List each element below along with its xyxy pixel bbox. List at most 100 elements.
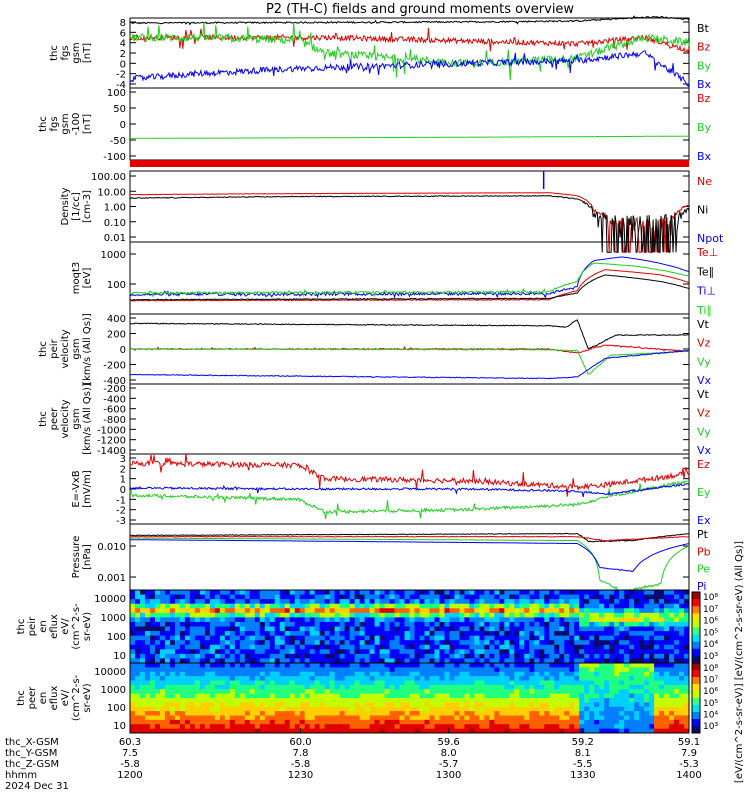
spec-cell (664, 631, 670, 637)
spec-cell (539, 671, 545, 677)
spec-cell (614, 649, 620, 655)
spec-cell (189, 590, 196, 596)
spec-cell (254, 698, 261, 703)
spec-cell (339, 671, 346, 677)
spec-cell (554, 603, 560, 609)
spec-cell (214, 719, 221, 725)
spec-cell (424, 594, 430, 600)
spec-cell (569, 724, 575, 730)
spec-cell (234, 649, 241, 655)
spec-cell (154, 653, 161, 659)
spec-cell (489, 658, 495, 664)
x-tick-label: 1400 (676, 770, 701, 781)
spec-cell (244, 612, 251, 618)
spec-cell (649, 719, 655, 725)
spec-cell (684, 649, 690, 655)
spec-cell (514, 698, 520, 703)
spec-cell (464, 702, 470, 708)
spec-cell (269, 603, 276, 609)
spec-cell (504, 680, 510, 686)
colorbar-cell (692, 634, 700, 643)
spec-cell (494, 693, 500, 699)
spec-cell (574, 653, 580, 659)
spec-cell (404, 671, 410, 677)
spec-cell (594, 706, 600, 712)
spec-cell (454, 590, 460, 596)
spec-cell (274, 617, 281, 623)
spec-cell (554, 635, 560, 641)
spec-cell (639, 621, 645, 627)
spec-cell (504, 653, 510, 659)
spec-cell (414, 658, 420, 664)
spec-cell (139, 680, 146, 686)
spec-cell (589, 706, 595, 712)
spec-cell (584, 680, 590, 686)
spec-cell (444, 724, 450, 730)
spec-cell (314, 612, 321, 618)
spec-cell (134, 621, 141, 627)
spec-cell (149, 728, 156, 734)
spec-cell (549, 617, 555, 623)
spec-cell (484, 649, 490, 655)
spec-cell (399, 711, 406, 716)
spec-cell (499, 689, 505, 695)
spec-cell (264, 635, 271, 641)
spec-cell (544, 689, 550, 695)
spec-cell (314, 635, 321, 641)
spec-cell (594, 698, 600, 703)
spec-cell (304, 608, 311, 614)
spec-cell (159, 644, 166, 650)
spec-cell (229, 640, 236, 646)
spec-cell (394, 671, 401, 677)
spec-cell (429, 684, 435, 690)
spec-cell (399, 719, 406, 725)
spec-cell (244, 626, 251, 632)
spec-cell (309, 715, 316, 721)
spec-cell (624, 702, 630, 708)
spec-cell (619, 649, 625, 655)
spec-cell (419, 663, 425, 668)
spec-cell (659, 667, 665, 673)
spec-cell (584, 649, 590, 655)
spec-cell (139, 599, 146, 605)
spec-cell (354, 711, 361, 716)
spec-cell (174, 626, 181, 632)
spec-cell (524, 671, 530, 677)
spec-cell (509, 702, 515, 708)
spec-cell (329, 617, 336, 623)
spec-cell (174, 663, 181, 668)
spec-cell (339, 644, 346, 650)
spec-cell (444, 719, 450, 725)
y-tick-label: 6 (120, 28, 126, 39)
spec-cell (199, 653, 206, 659)
spec-cell (624, 599, 630, 605)
legend-vz: Vz (697, 407, 711, 420)
spec-cell (274, 724, 281, 730)
spec-cell (204, 667, 211, 673)
spec-cell (504, 621, 510, 627)
spec-cell (629, 676, 635, 681)
spec-cell (134, 603, 141, 609)
spec-cell (649, 658, 655, 664)
spec-cell (279, 617, 286, 623)
spec-cell (604, 724, 610, 730)
spec-cell (639, 608, 645, 614)
spec-cell (449, 719, 455, 725)
spec-cell (649, 693, 655, 699)
spec-cell (179, 603, 186, 609)
spec-cell (369, 671, 376, 677)
spec-cell (159, 684, 166, 690)
spec-cell (539, 715, 545, 721)
spec-cell (414, 653, 420, 659)
spec-cell (494, 626, 500, 632)
spec-cell (159, 663, 166, 668)
spec-cell (394, 649, 401, 655)
spec-cell (384, 711, 391, 716)
spec-cell (179, 667, 186, 673)
spec-cell (684, 590, 690, 596)
spec-cell (384, 631, 391, 637)
spec-cell (554, 728, 560, 734)
spec-cell (584, 640, 590, 646)
spec-cell (604, 649, 610, 655)
spec-cell (499, 612, 505, 618)
